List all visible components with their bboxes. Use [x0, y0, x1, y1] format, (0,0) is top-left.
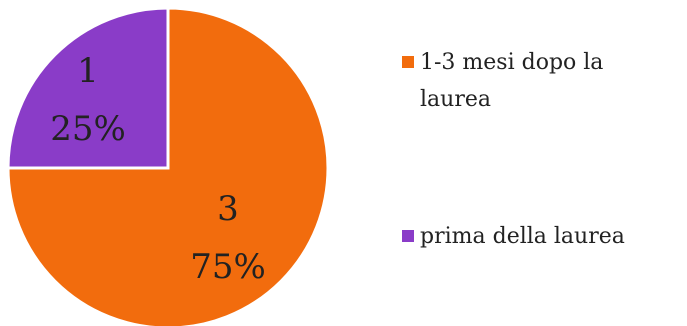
legend-swatch-prima	[402, 230, 414, 242]
slice-label-percent-prima: 25%	[50, 109, 126, 149]
legend-swatch-dopo	[402, 56, 414, 68]
slice-label-value-prima: 1	[77, 51, 99, 91]
pie-slice-prima-laurea	[6, 6, 170, 170]
pie-slices	[6, 6, 330, 326]
slice-labels: 1 25% 3 75%	[50, 51, 266, 287]
legend-label-dopo-line1: 1-3 mesi dopo la	[420, 50, 603, 75]
slice-label-value-dopo: 3	[217, 189, 239, 229]
legend: 1-3 mesi dopo la laurea prima della laur…	[402, 50, 625, 249]
slice-label-percent-dopo: 75%	[190, 247, 266, 287]
legend-label-prima: prima della laurea	[420, 224, 625, 249]
legend-label-dopo-line2: laurea	[420, 87, 491, 112]
